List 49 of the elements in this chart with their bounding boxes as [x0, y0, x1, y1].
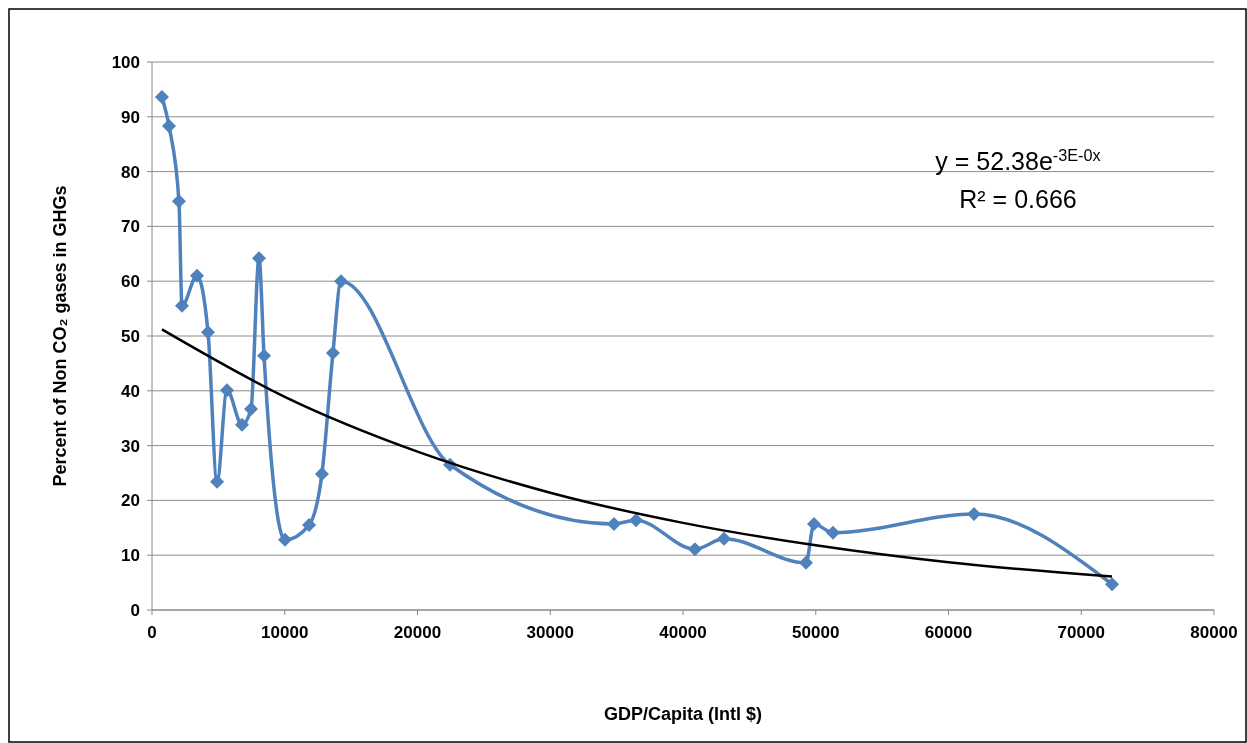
point — [302, 518, 317, 533]
y-tick-label: 50 — [121, 326, 140, 346]
point — [314, 467, 329, 482]
point — [244, 401, 259, 416]
y-tick-label: 60 — [121, 272, 140, 292]
point — [334, 274, 349, 289]
point — [154, 90, 169, 105]
annotation: R² = 0.666 — [959, 185, 1077, 213]
point — [798, 555, 813, 570]
y-tick-label: 70 — [121, 217, 140, 237]
x-tick-label: 0 — [147, 623, 157, 642]
point — [325, 345, 340, 360]
point — [826, 525, 841, 540]
y-tick-label: 90 — [121, 107, 140, 127]
annotation: y = 52.38e$^{-3E-0x}$ — [935, 146, 1101, 175]
point — [235, 417, 249, 432]
x-tick-label: 10000 — [261, 623, 309, 642]
x-tick-label: 30000 — [526, 623, 574, 642]
point — [629, 513, 644, 528]
x-tick-label: 80000 — [1190, 623, 1238, 642]
y-tick-label: 100 — [111, 52, 140, 72]
x-tick-label: 60000 — [924, 623, 973, 642]
y-tick-label: 0 — [130, 600, 140, 620]
x-tick-label: 20000 — [393, 623, 442, 642]
y-tick-label: 10 — [121, 546, 140, 566]
point — [210, 474, 225, 489]
point — [220, 383, 234, 398]
x-axis-title: GDP/Capita (Intl $) — [603, 704, 763, 724]
point — [717, 531, 732, 546]
y-tick-label: 30 — [121, 436, 140, 456]
y-tick-label: 80 — [121, 162, 140, 182]
point — [257, 348, 272, 363]
x-tick-label: 50000 — [792, 623, 840, 642]
point — [190, 268, 204, 283]
point — [606, 516, 621, 531]
y-tick-label: 20 — [121, 491, 140, 511]
point — [161, 119, 176, 134]
point — [807, 516, 822, 531]
point — [1105, 577, 1120, 592]
point — [175, 298, 189, 313]
point — [171, 194, 186, 209]
y-axis-title: Percent of Non CO₂ gases in GHGs — [50, 185, 70, 487]
y-tick-label: 40 — [121, 381, 140, 401]
point — [687, 542, 702, 557]
x-tick-label: 70000 — [1057, 623, 1105, 642]
x-tick-label: 40000 — [659, 623, 707, 642]
point — [201, 325, 216, 340]
point — [278, 532, 293, 547]
point — [966, 507, 981, 522]
